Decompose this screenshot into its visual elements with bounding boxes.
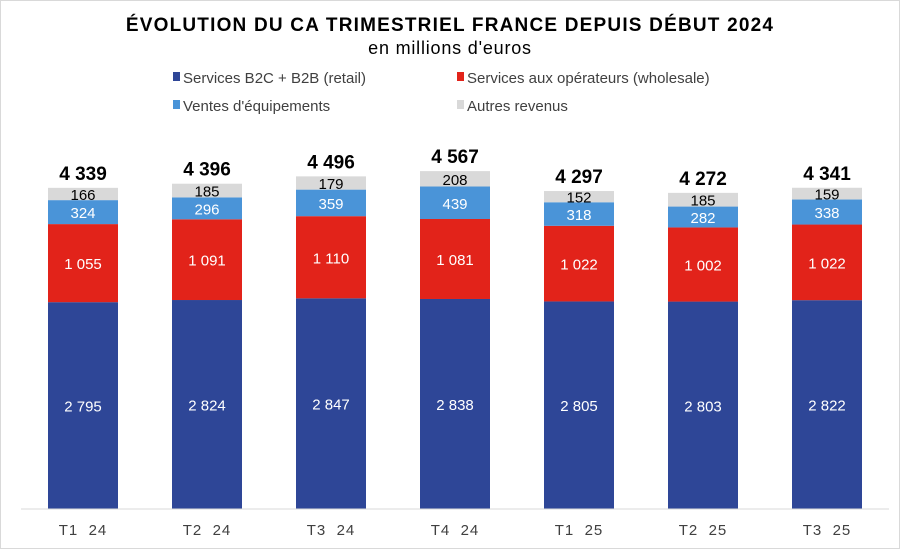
data-label: 152 [566, 190, 591, 207]
data-label: 439 [442, 196, 467, 213]
bar-segment [48, 224, 118, 303]
data-label: 2 805 [560, 398, 598, 415]
bar-segment [420, 218, 490, 299]
data-label: 185 [194, 184, 219, 201]
bar-segment [668, 301, 738, 509]
bar-segment [48, 302, 118, 509]
data-label: 282 [690, 210, 715, 227]
bar-segment [544, 301, 614, 509]
bar-segment [420, 171, 490, 187]
data-label: 338 [814, 205, 839, 222]
data-label: 159 [814, 187, 839, 204]
x-tick-label: T3 24 [307, 522, 356, 539]
bar-segment [792, 187, 862, 200]
bar-segment [420, 298, 490, 509]
bar-segment [544, 202, 614, 226]
data-label: 166 [70, 187, 95, 204]
bar-segment [172, 219, 242, 301]
bar-segment [544, 191, 614, 203]
legend-swatch [173, 100, 180, 109]
data-label: 1 055 [64, 256, 102, 273]
data-label: 2 838 [436, 397, 474, 414]
legend-swatch [457, 72, 464, 81]
bar-segment [48, 200, 118, 225]
bar-segment [792, 300, 862, 509]
bar-segment [172, 197, 242, 220]
total-label: 4 496 [307, 152, 355, 173]
legend-swatch [173, 72, 180, 81]
data-label: 2 824 [188, 398, 226, 415]
bar-segment [420, 186, 490, 219]
x-tick-label: T1 24 [59, 522, 108, 539]
bar-segment [48, 187, 118, 201]
data-label: 179 [318, 176, 343, 193]
bar-segment [172, 300, 242, 509]
bar-segment [296, 189, 366, 217]
chart-title: ÉVOLUTION DU CA TRIMESTRIEL FRANCE DEPUI… [126, 14, 774, 36]
bar-segment [544, 225, 614, 302]
data-label: 2 803 [684, 398, 722, 415]
bar-segment [792, 224, 862, 301]
data-label: 324 [70, 205, 95, 222]
legend-label: Services B2C + B2B (retail) [183, 70, 366, 87]
data-label: 1 091 [188, 253, 226, 270]
data-label: 185 [690, 193, 715, 210]
bar-segment [296, 298, 366, 509]
data-label: 359 [318, 196, 343, 213]
legend-label: Ventes d'équipements [183, 98, 330, 115]
total-label: 4 567 [431, 147, 479, 168]
x-tick-label: T2 25 [679, 522, 728, 539]
bar-segment [668, 227, 738, 302]
legend: Services B2C + B2B (retail) Services aux … [173, 70, 710, 115]
bar-segment [172, 183, 242, 198]
data-label: 2 822 [808, 398, 846, 415]
data-label: 1 110 [313, 250, 349, 267]
total-label: 4 272 [679, 169, 727, 190]
data-label: 1 081 [436, 252, 474, 269]
bar-segment [668, 192, 738, 207]
data-label: 296 [194, 201, 219, 218]
data-label: 2 847 [312, 397, 350, 414]
total-label: 4 297 [555, 167, 603, 188]
total-label: 4 396 [183, 160, 231, 181]
data-label: 208 [442, 172, 467, 189]
legend-label: Autres revenus [467, 98, 568, 115]
total-label: 4 339 [59, 164, 107, 185]
data-label: 1 022 [808, 255, 846, 272]
bar-segment [296, 176, 366, 190]
total-label: 4 341 [803, 164, 851, 185]
bar-segment [296, 216, 366, 299]
legend-label: Services aux opérateurs (wholesale) [467, 70, 710, 87]
bar-segment [792, 199, 862, 225]
bar-segment [668, 206, 738, 228]
chart-subtitle: en millions d'euros [368, 38, 532, 58]
x-tick-label: T2 24 [183, 522, 232, 539]
legend-swatch [457, 100, 464, 109]
data-label: 1 002 [684, 258, 722, 275]
x-tick-label: T4 24 [431, 522, 480, 539]
data-label: 318 [566, 207, 591, 224]
x-tick-label: T3 25 [803, 522, 852, 539]
data-label: 1 022 [560, 257, 598, 274]
x-tick-label: T1 25 [555, 522, 604, 539]
data-label: 2 795 [64, 399, 102, 416]
